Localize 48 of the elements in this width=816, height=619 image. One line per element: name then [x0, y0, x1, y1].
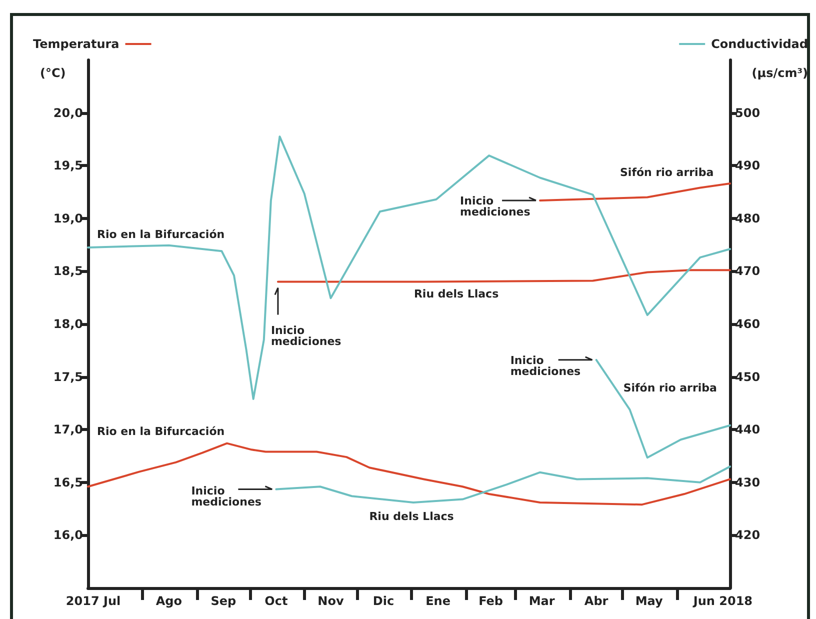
line-series	[276, 269, 731, 283]
line-series	[275, 466, 731, 504]
x-tick-label: 2017 Jul	[66, 594, 121, 608]
y-tick-label: 17,5	[53, 370, 83, 384]
y-tick-label: 19,5	[53, 158, 83, 173]
x-tick-label: Sep	[210, 594, 237, 608]
x-tick-label: Dic	[372, 594, 394, 608]
annotation: Inicio mediciones	[510, 354, 582, 378]
series-label: Sifón rio arriba	[620, 166, 714, 180]
line-series	[87, 442, 731, 506]
y-tick-label: 20,0	[53, 106, 83, 120]
y-tick-label: 18,5	[53, 264, 83, 278]
x-tick-label: Nov	[318, 594, 344, 608]
x-tick-label: May	[635, 594, 664, 608]
y2-tick-label: 500	[735, 106, 760, 120]
x-tick-label: Ene	[426, 594, 450, 608]
x-tick-label: Oct	[264, 594, 288, 608]
annotation: Inicio mediciones	[270, 324, 342, 348]
x-tick-label: Feb	[478, 594, 504, 608]
y2-tick-label: 440	[735, 422, 760, 437]
y2-tick-label: 450	[735, 370, 760, 384]
series-label: Sifón rio arriba	[623, 381, 717, 394]
y2-tick-label: 460	[735, 317, 760, 331]
series-label: Riu dels Llacs	[369, 510, 454, 523]
annotation: Inicio mediciones	[191, 484, 262, 508]
text: Conductividad (μs/cm³)	[711, 37, 808, 80]
text: Temperatura (°C)	[33, 37, 120, 80]
line-series	[595, 358, 731, 459]
y-tick-label: 19,0	[53, 211, 83, 226]
series-label: Rio en la Bifurcación	[97, 228, 225, 241]
y2-tick-label: 480	[735, 211, 760, 226]
x-tick-label: Jun 2018	[692, 594, 753, 608]
line-series	[539, 182, 731, 202]
series-label: Riu dels Llacs	[414, 287, 500, 300]
x-tick-label: Ago	[156, 594, 182, 608]
y2-tick-label: 470	[735, 264, 760, 278]
line-series	[87, 136, 731, 400]
series-label: Rio en la Bifurcación	[97, 425, 225, 438]
y-tick-label: 16,0	[53, 528, 83, 542]
x-tick-label: Mar	[528, 594, 555, 608]
y2-tick-label: 420	[735, 528, 760, 542]
y2-tick-label: 490	[735, 158, 760, 173]
y-tick-label: 17,0	[53, 422, 83, 437]
x-tick-label: Abr	[584, 594, 608, 608]
annotation: Inicio mediciones	[460, 194, 531, 218]
y2-tick-label: 430	[735, 475, 760, 490]
y-tick-label: 16,5	[53, 475, 83, 490]
y-tick-label: 18,0	[53, 317, 83, 331]
